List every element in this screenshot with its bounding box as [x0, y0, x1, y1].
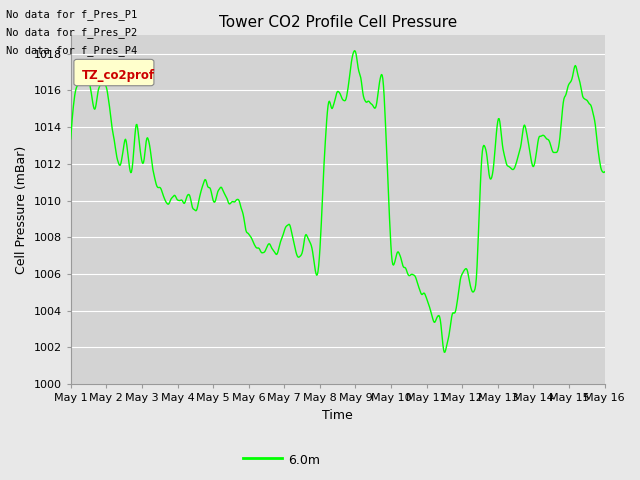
- Text: TZ_co2prof: TZ_co2prof: [81, 69, 155, 82]
- Text: No data for f_Pres_P2: No data for f_Pres_P2: [6, 27, 138, 38]
- Text: No data for f_Pres_P1: No data for f_Pres_P1: [6, 9, 138, 20]
- Text: 6.0m: 6.0m: [288, 454, 320, 467]
- Title: Tower CO2 Profile Cell Pressure: Tower CO2 Profile Cell Pressure: [219, 15, 457, 30]
- Text: No data for f_Pres_P4: No data for f_Pres_P4: [6, 45, 138, 56]
- X-axis label: Time: Time: [323, 409, 353, 422]
- Y-axis label: Cell Pressure (mBar): Cell Pressure (mBar): [15, 145, 28, 274]
